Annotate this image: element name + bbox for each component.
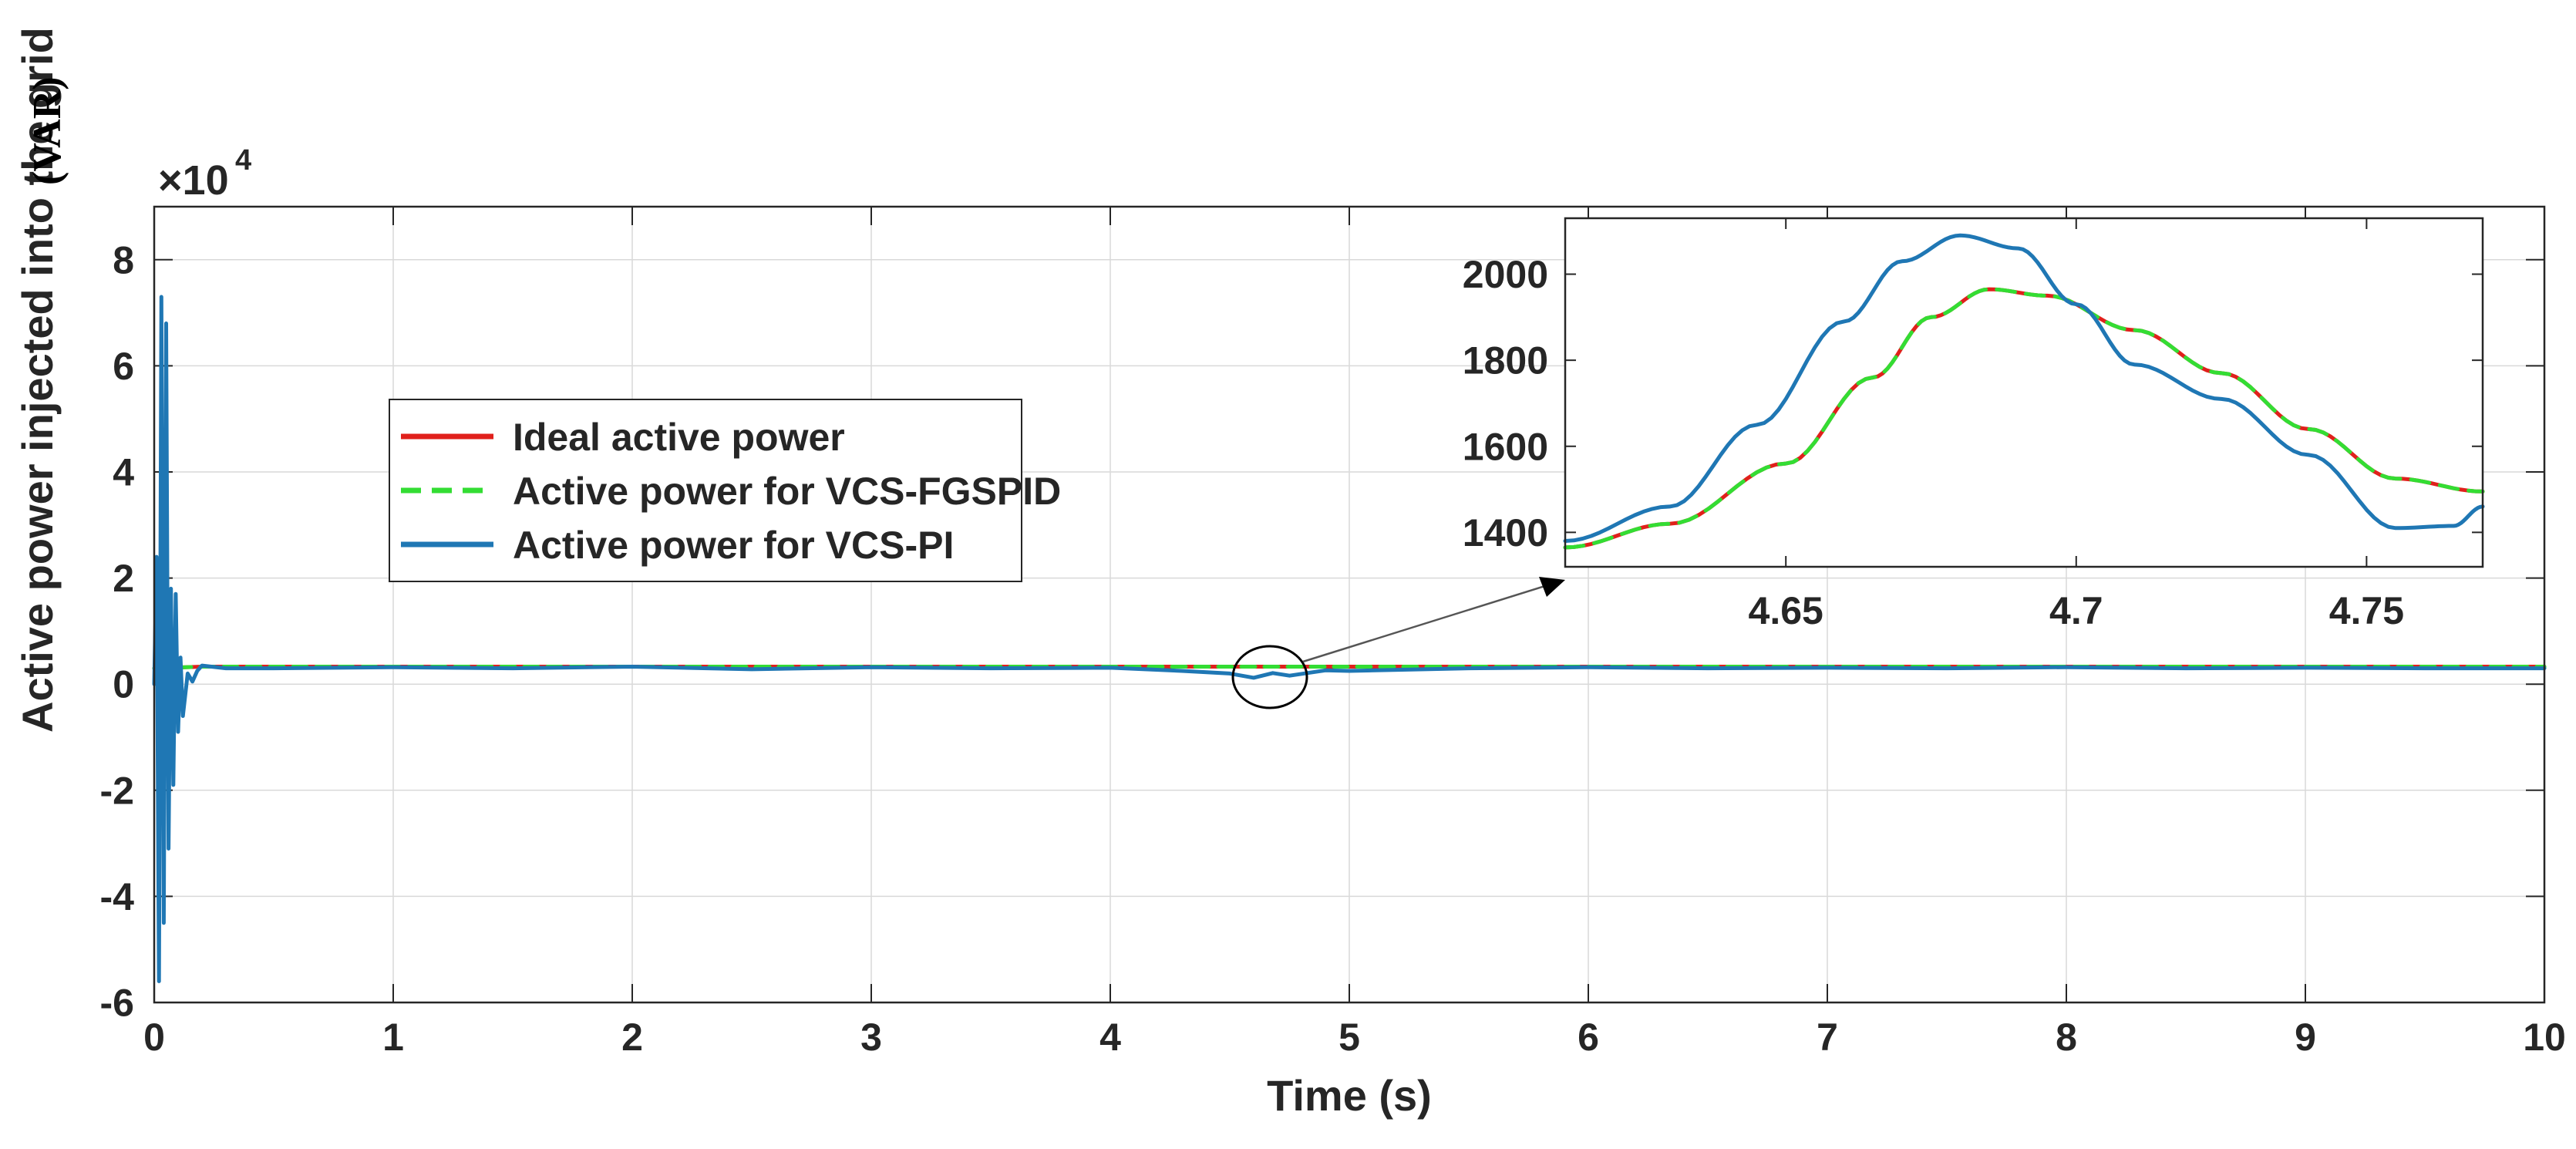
- x-tick-label: 10: [2523, 1016, 2566, 1059]
- x-axis-label: Time (s): [1267, 1071, 1432, 1120]
- zoom-ellipse: [1231, 645, 1308, 709]
- inset-plot-area: [1565, 218, 2483, 567]
- x-tick-label: 8: [2056, 1016, 2077, 1059]
- zoom-arrow: [1302, 583, 1551, 663]
- inset-plot-frame: [1564, 217, 2484, 568]
- y-axis-label: Active power injected into the grid: [13, 27, 62, 733]
- y-tick-label: 8: [113, 238, 134, 281]
- y-tick-label: -4: [100, 875, 135, 918]
- x-tick-label: 0: [143, 1016, 165, 1059]
- main-series: [152, 295, 2547, 983]
- x-tick-label: 3: [860, 1016, 882, 1059]
- inset-series-active-power-for-vcs-fgspid: [1563, 287, 2485, 550]
- x-tick-label: 4.7: [2049, 589, 2103, 632]
- y-exponent-power: 4: [235, 144, 251, 177]
- legend-box: [389, 399, 1022, 582]
- inset-x-ticks: 4.65 4.7 4.75: [1749, 218, 2404, 632]
- y-tick-label: 4: [113, 451, 134, 494]
- main-series-active-power-for-vcs-pi: [152, 295, 2547, 983]
- legend-label-fgspid: Active power for VCS-FGSPID: [513, 470, 1061, 513]
- x-tick-label: 4.65: [1749, 589, 1823, 632]
- y-tick-label: 1600: [1463, 425, 1548, 468]
- x-tick-label: 7: [1817, 1016, 1838, 1059]
- inset-y-ticks: 1400 1600 1800 2000: [1463, 253, 2483, 554]
- legend: Ideal active power Active power for VCS-…: [389, 399, 1061, 582]
- y-tick-label: 0: [113, 663, 134, 706]
- y-tick-label: 6: [113, 345, 134, 388]
- x-tick-label: 4: [1099, 1016, 1121, 1059]
- x-tick-label: 5: [1339, 1016, 1360, 1059]
- y-tick-label: -2: [100, 769, 134, 812]
- x-tick-label: 6: [1578, 1016, 1599, 1059]
- y-tick-label: 2: [113, 557, 134, 600]
- y-tick-label: -6: [100, 982, 134, 1025]
- y-tick-label: 1800: [1463, 339, 1548, 382]
- x-tick-label: 2: [621, 1016, 643, 1059]
- main-plot-frame: [153, 205, 2546, 1004]
- x-tick-label: 4.75: [2329, 589, 2404, 632]
- legend-label-pi: Active power for VCS-PI: [513, 524, 954, 567]
- inset-series-active-power-for-vcs-pi: [1563, 233, 2485, 543]
- legend-label-ideal: Ideal active power: [513, 416, 845, 459]
- y-axis-unit: (VAR): [25, 76, 69, 185]
- main-x-ticks: 0 1 2 3 4 5 6 7 8 9 10: [143, 207, 2566, 1059]
- y-tick-label: 2000: [1463, 253, 1548, 296]
- y-tick-label: 1400: [1463, 511, 1548, 554]
- x-tick-label: 9: [2295, 1016, 2316, 1059]
- inset-series: [1563, 233, 2485, 550]
- zoom-arrowhead: [1539, 577, 1565, 597]
- x-tick-label: 1: [382, 1016, 404, 1059]
- y-exponent-label: ×10: [158, 157, 229, 204]
